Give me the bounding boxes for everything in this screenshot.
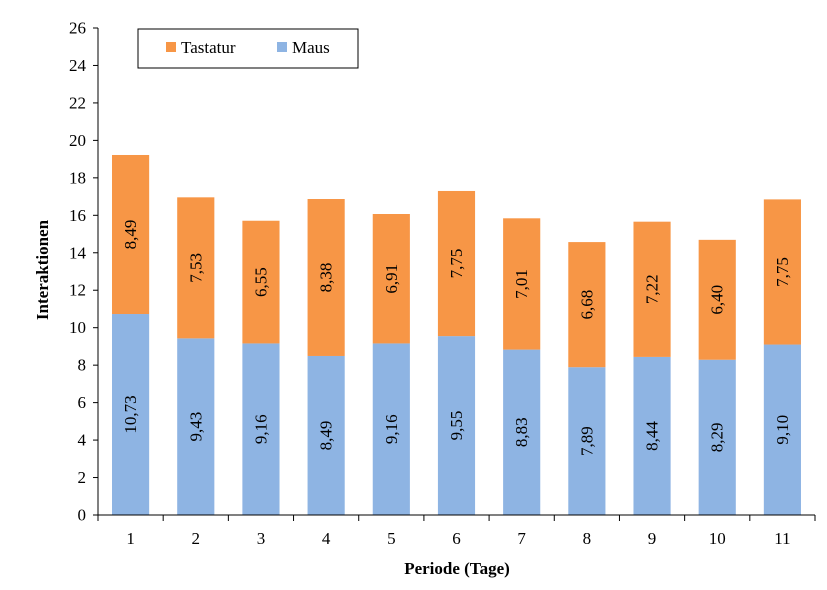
x-tick-label-4: 4 (322, 529, 331, 548)
bar-label-maus-7: 8,83 (512, 417, 531, 447)
legend-label-maus: Maus (292, 38, 330, 57)
x-axis-title: Periode (Tage) (404, 559, 510, 578)
y-tick-label-14: 14 (69, 243, 87, 262)
y-tick-label-16: 16 (69, 206, 86, 225)
bar-label-tastatur-2: 7,53 (186, 253, 205, 283)
x-tick-label-3: 3 (257, 529, 266, 548)
bar-maus-1 (112, 314, 150, 515)
bar-label-tastatur-8: 6,68 (577, 290, 596, 320)
x-tick-label-8: 8 (583, 529, 592, 548)
bar-tastatur-4 (307, 199, 345, 356)
x-tick-labels-group: 1 2 3 4 5 6 7 8 9 10 11 (126, 529, 790, 548)
y-tick-label-6: 6 (78, 393, 87, 412)
y-tick-label-8: 8 (78, 356, 87, 375)
bar-label-maus-5: 9,16 (382, 414, 401, 444)
bar-tastatur-3 (242, 220, 280, 344)
bar-label-maus-11: 9,10 (773, 415, 792, 445)
y-tick-label-24: 24 (69, 56, 87, 75)
bar-labels-group: 10,73 8,49 9,43 7,53 9,16 6,55 8,49 8,38 9,16 6,9… (121, 220, 792, 456)
bar-maus-10 (698, 359, 736, 515)
y-tick-label-4: 4 (78, 431, 87, 450)
bar-tastatur-1 (112, 154, 150, 315)
bar-tastatur-5 (372, 214, 410, 344)
x-tick-label-5: 5 (387, 529, 396, 548)
bar-label-maus-1: 10,73 (121, 395, 140, 433)
x-tick-label-9: 9 (648, 529, 657, 548)
y-tick-label-20: 20 (69, 131, 86, 150)
bar-tastatur-11 (763, 199, 801, 345)
bar-label-tastatur-11: 7,75 (773, 257, 792, 287)
y-tick-label-0: 0 (78, 506, 87, 525)
bar-maus-4 (307, 355, 345, 515)
bar-maus-7 (503, 349, 541, 515)
bar-label-tastatur-10: 6,40 (708, 285, 727, 315)
x-tick-label-1: 1 (126, 529, 135, 548)
x-tick-label-7: 7 (517, 529, 526, 548)
bar-tastatur-10 (698, 239, 736, 360)
bar-label-maus-10: 8,29 (708, 422, 727, 452)
bar-maus-3 (242, 343, 280, 515)
bar-maus-11 (763, 344, 801, 515)
bars-group (112, 154, 801, 515)
legend-swatch-tastatur (166, 42, 176, 52)
y-tick-label-12: 12 (69, 281, 86, 300)
bar-label-tastatur-6: 7,75 (447, 249, 466, 279)
bar-tastatur-7 (503, 218, 541, 350)
bar-label-maus-8: 7,89 (577, 426, 596, 456)
x-tick-label-11: 11 (774, 529, 790, 548)
y-tick-label-18: 18 (69, 168, 86, 187)
bar-label-tastatur-1: 8,49 (121, 220, 140, 250)
bar-maus-6 (437, 336, 476, 515)
bar-tastatur-2 (177, 197, 215, 339)
bar-label-tastatur-5: 6,91 (382, 264, 401, 294)
bar-label-tastatur-3: 6,55 (251, 267, 270, 297)
x-tick-label-6: 6 (452, 529, 461, 548)
bar-label-maus-6: 9,55 (447, 411, 466, 441)
legend-swatch-maus (277, 42, 287, 52)
y-tick-label-2: 2 (78, 468, 87, 487)
bar-tastatur-8 (568, 242, 606, 368)
legend-label-tastatur: Tastatur (181, 38, 236, 57)
bar-maus-9 (633, 356, 671, 515)
x-tick-label-10: 10 (709, 529, 726, 548)
x-tick-label-2: 2 (192, 529, 201, 548)
y-axis-title: Interaktionen (33, 219, 52, 320)
legend: Tastatur Maus (137, 28, 359, 69)
y-tick-label-10: 10 (69, 318, 86, 337)
bar-tastatur-6 (437, 190, 476, 337)
bar-tastatur-9 (633, 221, 671, 357)
bar-maus-8 (568, 367, 606, 515)
bar-label-maus-3: 9,16 (251, 414, 270, 444)
bar-label-tastatur-7: 7,01 (512, 269, 531, 299)
bar-label-maus-2: 9,43 (186, 412, 205, 442)
bar-label-tastatur-4: 8,38 (317, 263, 336, 293)
bar-maus-2 (177, 338, 215, 515)
bar-label-tastatur-9: 7,22 (643, 274, 662, 304)
bar-label-maus-4: 8,49 (317, 421, 336, 451)
axes-group (93, 27, 816, 521)
bar-label-maus-9: 8,44 (643, 421, 662, 451)
y-tick-label-26: 26 (69, 19, 86, 38)
y-tick-label-22: 22 (69, 93, 86, 112)
bar-maus-5 (372, 343, 410, 515)
